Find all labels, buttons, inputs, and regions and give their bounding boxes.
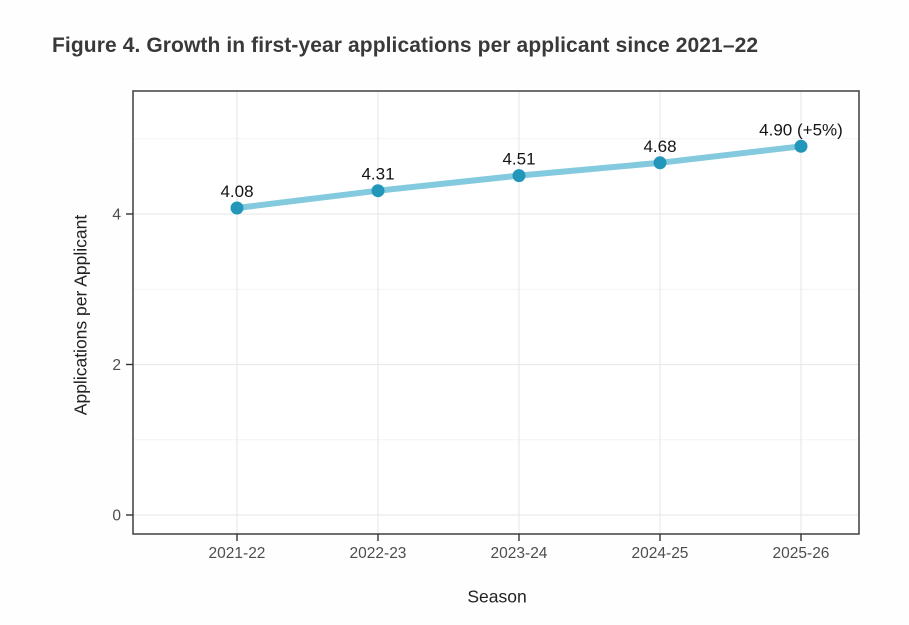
x-tick-label: 2024-25 xyxy=(632,545,689,562)
x-tick-label: 2023-24 xyxy=(491,545,548,562)
plot-panel xyxy=(133,91,859,534)
y-axis-title: Applications per Applicant xyxy=(70,214,91,416)
data-point-label: 4.68 xyxy=(643,137,676,156)
data-point-label: 4.51 xyxy=(502,150,535,169)
data-point xyxy=(512,169,526,183)
data-point xyxy=(653,156,667,170)
data-point-label: 4.08 xyxy=(220,182,253,201)
x-tick-label: 2022-23 xyxy=(350,545,407,562)
x-axis-title: Season xyxy=(467,586,527,607)
y-tick-label: 2 xyxy=(112,357,121,374)
panel-border xyxy=(132,90,860,535)
x-tick-label: 2021-22 xyxy=(209,545,266,562)
data-point xyxy=(371,184,385,198)
data-point-label: 4.90 (+5%) xyxy=(759,120,843,139)
data-point-label: 4.31 xyxy=(361,165,394,184)
x-tick-label: 2025-26 xyxy=(773,545,830,562)
data-point xyxy=(230,201,244,215)
data-point xyxy=(794,139,808,153)
y-tick-label: 4 xyxy=(112,207,121,224)
y-tick-label: 0 xyxy=(112,508,121,525)
figure-caption: Figure 4. Growth in first-year applicati… xyxy=(52,34,759,57)
